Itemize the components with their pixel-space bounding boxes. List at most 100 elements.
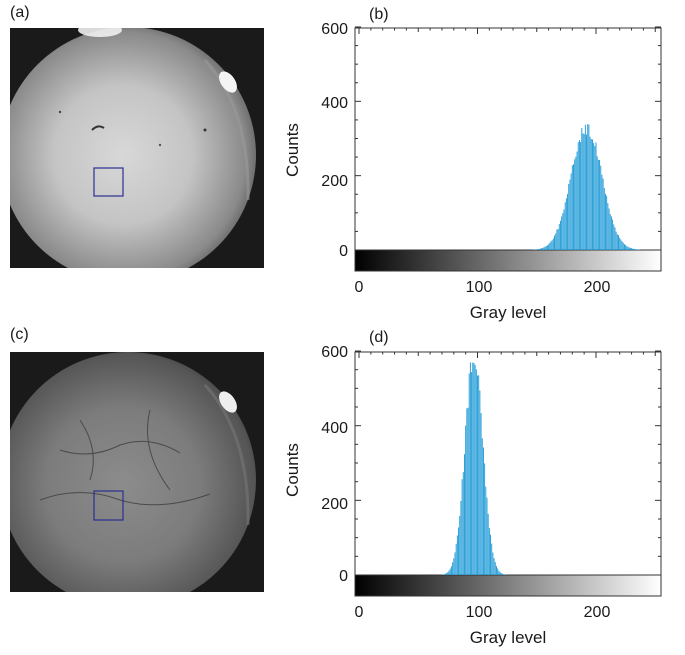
histogram-bar <box>568 183 570 250</box>
histogram-bar <box>593 143 595 250</box>
histogram-bar <box>597 159 599 250</box>
axes-frame-d <box>354 351 662 597</box>
histogram-bar <box>606 195 608 250</box>
histogram-bar <box>563 209 565 250</box>
roi-box-a <box>93 167 124 197</box>
histogram-bar <box>580 141 582 250</box>
histogram-bar <box>496 566 497 575</box>
histogram-bar <box>634 249 636 250</box>
histogram-bar <box>472 362 474 575</box>
histogram-bar <box>500 573 502 575</box>
y-axis-label-d: Counts <box>283 443 302 497</box>
histogram-bar <box>626 246 628 250</box>
histogram-bar <box>618 235 619 250</box>
histogram-bar <box>465 425 467 575</box>
histogram-bar <box>625 245 627 250</box>
histogram-b: 0 200 400 600 0 100 200 Gray level Count… <box>283 21 662 322</box>
histogram-bar <box>637 249 638 250</box>
histogram-bar <box>577 142 579 250</box>
bars-d <box>441 362 507 575</box>
histogram-bar <box>452 562 454 575</box>
histogram-bar <box>467 407 469 575</box>
histogram-bar <box>584 124 586 250</box>
histogram-bar <box>629 247 631 250</box>
histogram-d: 0 200 400 600 0 100 200 Gray level Count… <box>283 344 662 647</box>
histogram-bar <box>466 408 468 575</box>
histogram-bar <box>459 516 461 575</box>
histogram-bar <box>478 375 480 575</box>
histogram-bar <box>544 246 546 250</box>
histogram-bar <box>455 543 457 575</box>
histogram-bar <box>599 160 601 250</box>
histogram-bar <box>569 179 571 250</box>
histogram-bar <box>635 249 637 250</box>
histogram-bar <box>546 245 548 250</box>
histogram-bar <box>449 568 451 575</box>
histogram-bar <box>494 562 496 575</box>
histogram-bar <box>555 233 557 250</box>
histogram-bar <box>622 242 624 250</box>
x-tick-label-d-100: 100 <box>466 604 493 621</box>
panel-label-b: (b) <box>369 6 389 23</box>
histogram-bar <box>554 235 555 250</box>
histogram-bar <box>632 248 634 250</box>
histogram-bar <box>551 240 553 250</box>
histogram-bar <box>543 247 545 250</box>
histogram-bar <box>492 552 494 575</box>
histogram-bar <box>562 213 564 250</box>
histogram-bar <box>450 566 452 575</box>
histogram-bar <box>549 242 551 250</box>
histogram-bar <box>488 528 490 575</box>
histogram-bar <box>498 570 500 575</box>
histogram-bar <box>571 165 573 250</box>
histogram-bar <box>614 227 616 250</box>
histogram-bar <box>541 248 542 250</box>
histogram-bar <box>613 224 615 250</box>
histogram-bar <box>609 214 611 250</box>
histogram-bar <box>616 234 618 250</box>
histogram-bar <box>561 216 563 250</box>
histogram-bar <box>475 369 477 575</box>
histogram-bar <box>493 558 495 575</box>
roi-box-c <box>93 490 124 521</box>
histogram-bar <box>564 202 566 250</box>
histogram-bar <box>615 231 617 250</box>
histogram-bar <box>538 248 540 250</box>
eye-image-dark <box>10 352 256 592</box>
histogram-bar <box>468 373 470 575</box>
histogram-bar <box>491 543 493 575</box>
histogram-bar <box>448 570 450 575</box>
histogram-bar <box>453 558 455 575</box>
histogram-bar <box>573 164 574 250</box>
y-tick-label-d-400: 400 <box>321 420 348 437</box>
histogram-bar <box>497 568 499 575</box>
histogram-bar <box>456 535 458 575</box>
histogram-bar <box>479 390 481 575</box>
histogram-bar <box>539 248 541 250</box>
histogram-bar <box>605 193 606 250</box>
histogram-bar <box>603 188 605 250</box>
y-axis-label-b: Counts <box>283 123 302 177</box>
histogram-bar <box>570 173 572 250</box>
y-tick-label-d-0: 0 <box>339 568 348 585</box>
histogram-bar <box>560 220 561 250</box>
histogram-bar <box>537 249 539 250</box>
histogram-bar <box>474 364 476 575</box>
histogram-bar <box>595 142 597 250</box>
eye-image-bright <box>10 28 256 268</box>
histogram-bar <box>633 248 635 250</box>
y-tick-label-b-200: 200 <box>321 173 348 190</box>
histogram-bar <box>477 375 478 575</box>
bars-b <box>532 124 641 250</box>
histogram-bar <box>487 513 489 575</box>
histogram-bar <box>480 413 482 575</box>
gray-colorbar-b <box>354 249 662 272</box>
image-panel-a <box>10 28 264 268</box>
histogram-bar <box>490 534 491 575</box>
histogram-bar <box>583 133 585 250</box>
histogram-bar <box>486 497 488 575</box>
histogram-bar <box>587 124 589 250</box>
x-axis-label-b: Gray level <box>470 303 547 322</box>
histogram-bar <box>454 552 456 575</box>
